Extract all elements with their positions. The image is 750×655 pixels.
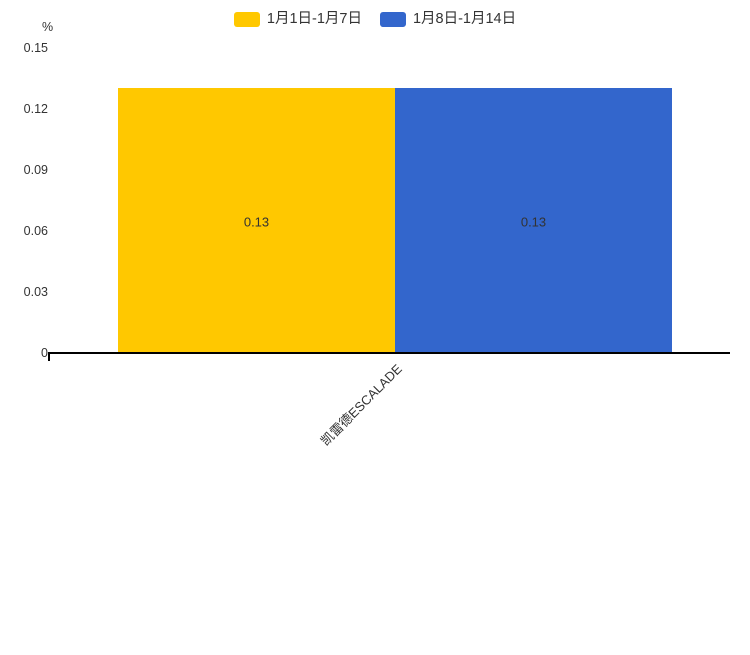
bar-period-1-escalade[interactable]: 0.13 — [118, 88, 395, 353]
legend-item-period-1[interactable]: 1月1日-1月7日 — [233, 10, 362, 27]
legend-swatch-blue-icon — [379, 11, 406, 27]
y-axis-tick-1: 0.12 — [23, 101, 48, 116]
legend-item-period-2[interactable]: 1月8日-1月14日 — [379, 10, 517, 27]
x-axis-line — [48, 352, 730, 354]
y-axis-tick-4: 0.03 — [23, 284, 48, 299]
y-axis-tick-0: 0.15 — [23, 40, 48, 55]
plot-area: 0.13 0.13 — [48, 48, 730, 353]
y-axis: 0.15 0.12 0.09 0.06 0.03 0 — [0, 0, 48, 500]
bar-value-label-period-1: 0.13 — [243, 214, 270, 230]
legend-label-period-1: 1月1日-1月7日 — [266, 10, 362, 27]
chart-legend: 1月1日-1月7日 1月8日-1月14日 — [0, 8, 750, 30]
x-axis-origin-tick — [48, 352, 50, 361]
bar-value-label-period-2: 0.13 — [520, 214, 547, 230]
bar-period-2-escalade[interactable]: 0.13 — [395, 88, 672, 353]
y-axis-unit-label: % — [42, 20, 54, 34]
legend-label-period-2: 1月8日-1月14日 — [412, 10, 517, 27]
x-axis-category-label-escalade: 凯雷德ESCALADE — [317, 361, 405, 449]
y-axis-tick-2: 0.09 — [23, 162, 48, 177]
legend-swatch-yellow-icon — [233, 11, 260, 27]
chart-container: 1月1日-1月7日 1月8日-1月14日 % 0.15 0.12 0.09 0.… — [0, 0, 750, 500]
y-axis-tick-5: 0 — [41, 345, 48, 360]
y-axis-tick-3: 0.06 — [23, 223, 48, 238]
